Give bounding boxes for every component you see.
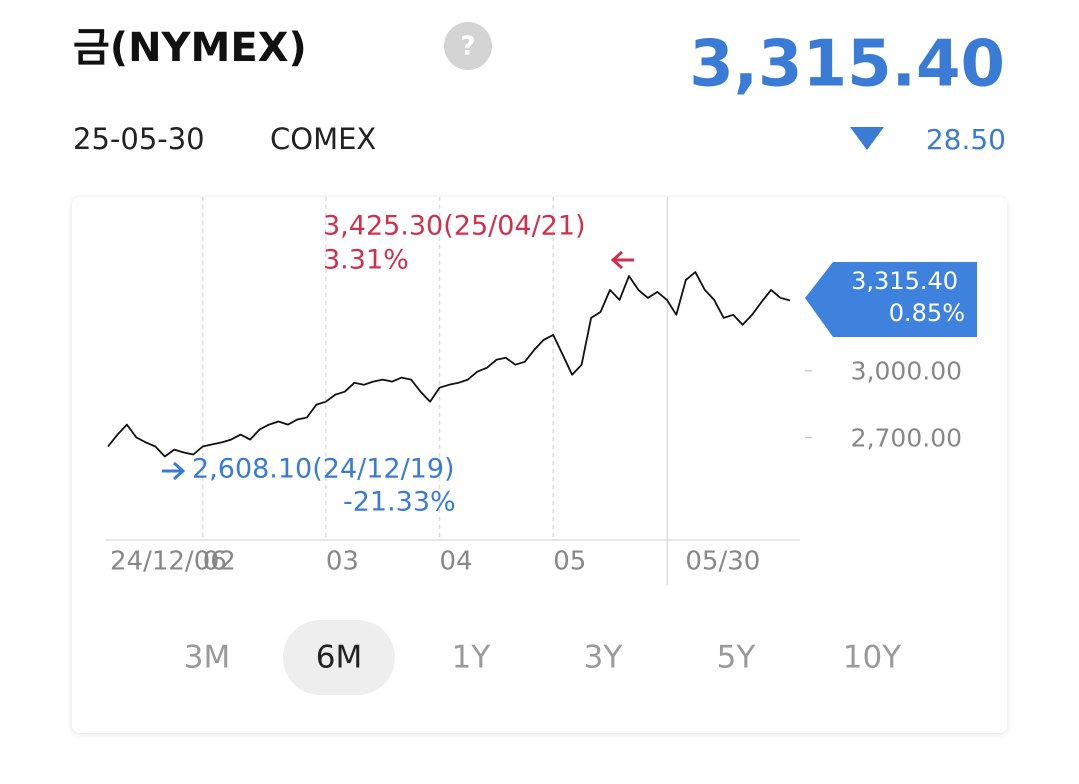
period-label[interactable]: 6M xyxy=(316,640,362,676)
high-change: 3.31% xyxy=(323,245,409,276)
date: 25-05-30 xyxy=(73,122,205,156)
period-tab[interactable]: 1Y xyxy=(452,640,491,676)
period-tab[interactable]: 3M xyxy=(184,640,230,676)
period-label[interactable]: 10Y xyxy=(843,640,901,676)
period-tabs: 3M 6M 1Y 3Y 5Y 10Y xyxy=(184,620,901,695)
period-label[interactable]: 3M xyxy=(184,640,230,676)
x-tick-label: 05/30 xyxy=(685,547,760,577)
price: 3,315.40 xyxy=(689,28,1005,102)
selected-pill xyxy=(283,620,395,695)
y-tick-label: 3,000.00 xyxy=(851,357,962,386)
help-icon[interactable]: ? xyxy=(444,22,492,70)
svg-text:?: ? xyxy=(460,32,475,62)
high-arrow xyxy=(610,250,634,270)
exchange: COMEX xyxy=(270,122,376,156)
chart-card xyxy=(72,197,1007,733)
last-badge xyxy=(805,262,977,337)
x-tick-label: 05 xyxy=(553,547,586,577)
period-label[interactable]: 1Y xyxy=(452,640,491,676)
period-label[interactable]: 5Y xyxy=(717,640,756,676)
high-label: 3,425.30(25/04/21) xyxy=(323,211,586,242)
x-tick-label: 02 xyxy=(203,547,236,577)
low-label: 2,608.10(24/12/19) xyxy=(192,454,455,485)
period-tab[interactable]: 10Y xyxy=(843,640,901,676)
low-change: -21.33% xyxy=(343,487,456,518)
period-tab[interactable]: 3Y xyxy=(584,640,623,676)
price-line xyxy=(107,271,791,458)
low-arrow xyxy=(162,461,186,481)
change: 28.50 xyxy=(926,123,1006,156)
down-triangle xyxy=(850,127,884,150)
x-tick-label: 04 xyxy=(440,547,473,577)
x-tick-label: 03 xyxy=(326,547,359,577)
last-change: 0.85% xyxy=(889,299,965,327)
x-tick-label: 24/12/06 xyxy=(110,547,227,577)
last-price: 3,315.40 xyxy=(851,267,958,295)
period-label[interactable]: 3Y xyxy=(584,640,623,676)
period-tab[interactable]: 6M xyxy=(283,620,395,695)
period-tab[interactable]: 5Y xyxy=(717,640,756,676)
title: 금(NYMEX) xyxy=(73,25,307,71)
y-tick-label: 2,700.00 xyxy=(851,424,962,453)
